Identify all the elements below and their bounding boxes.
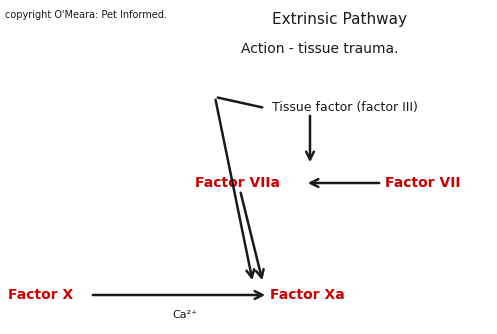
Text: Extrinsic Pathway: Extrinsic Pathway	[272, 12, 408, 27]
Text: Action - tissue trauma.: Action - tissue trauma.	[241, 42, 399, 56]
Text: Factor VIIa: Factor VIIa	[195, 176, 280, 190]
Text: Tissue factor (factor III): Tissue factor (factor III)	[272, 102, 418, 115]
Text: Factor X: Factor X	[8, 288, 73, 302]
Text: Factor Xa: Factor Xa	[270, 288, 345, 302]
Text: copyright O'Meara: Pet Informed.: copyright O'Meara: Pet Informed.	[5, 10, 167, 20]
Text: Factor VII: Factor VII	[385, 176, 461, 190]
Text: Ca²⁺: Ca²⁺	[172, 310, 197, 320]
